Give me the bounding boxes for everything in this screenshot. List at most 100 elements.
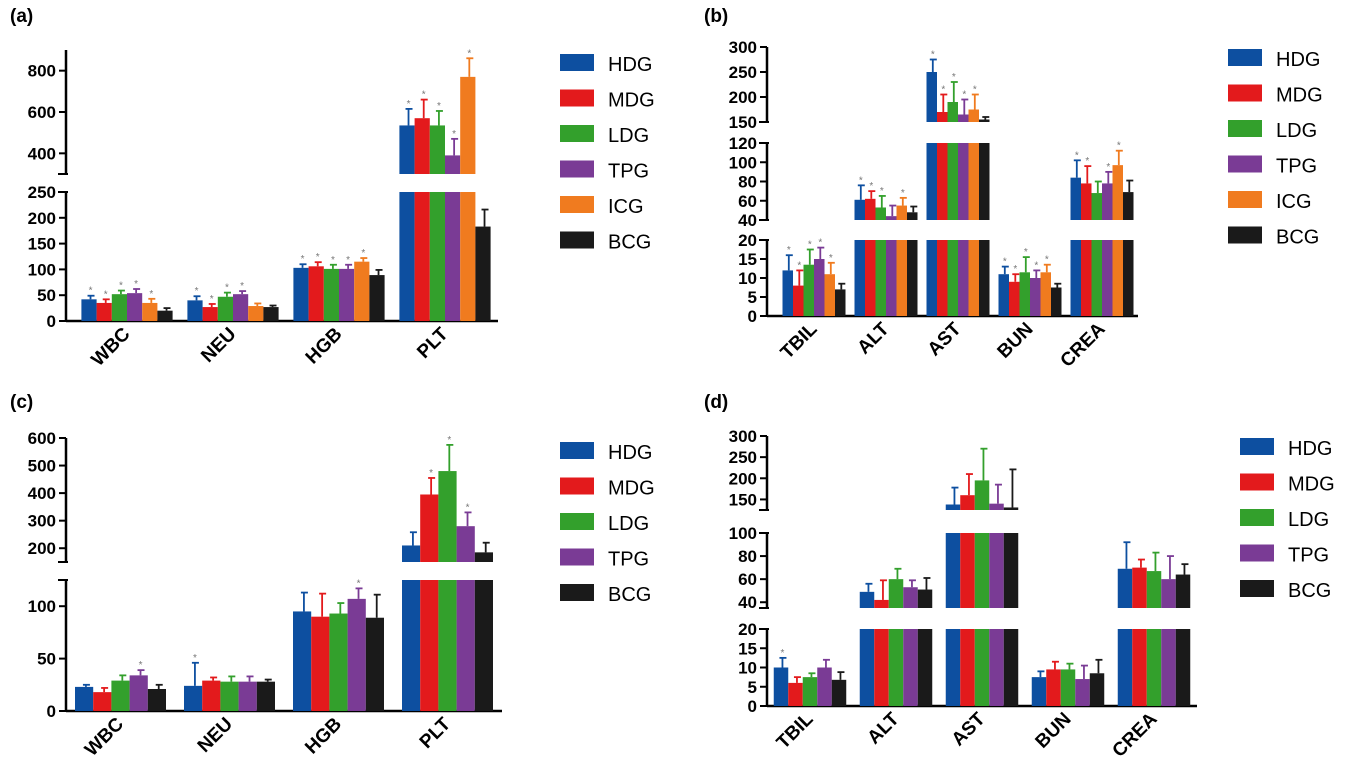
bar-tpg-bun [1030, 278, 1041, 316]
bar-tpg-tbil [817, 667, 832, 706]
bar-bcg-crea [1175, 629, 1191, 706]
bar-hdg-ast [926, 240, 937, 316]
y-tick-label: 15 [738, 250, 757, 269]
x-category-label: HGB [301, 714, 346, 759]
legend-label: MDG [1276, 85, 1323, 107]
panel-label: (b) [704, 6, 728, 27]
significance-star: * [452, 129, 456, 140]
legend-swatch-ldg [1240, 509, 1274, 526]
bar-hdg-alt [859, 591, 875, 608]
y-tick-label: 60 [738, 570, 757, 589]
significance-star: * [104, 289, 108, 300]
bar-tpg-alt [903, 629, 918, 706]
significance-star: * [301, 254, 305, 265]
bar-bcg-alt [917, 629, 933, 706]
legend-swatch-bcg [560, 584, 594, 601]
bar-tpg-alt [886, 216, 897, 220]
significance-star: * [361, 248, 365, 259]
bar-ldg-crea [1146, 629, 1162, 706]
bar-mdg-ast [960, 629, 975, 706]
y-tick-label: 200 [28, 539, 56, 558]
y-tick-label: 150 [28, 235, 56, 254]
y-tick-label: 200 [729, 469, 757, 488]
x-category-label: PLT [416, 713, 456, 753]
bar-mdg-crea [1132, 629, 1147, 706]
panel-a: (a) 0 50 100 150 200 250 400 600 800 * * * * * WBC * * * * N… [10, 6, 655, 371]
bar-ldg-crea [1091, 240, 1102, 316]
x-category-label: ALT [854, 318, 894, 358]
bar-mdg-ast [960, 495, 975, 510]
significance-star: * [447, 435, 451, 446]
bar-hdg-ast [926, 72, 937, 122]
significance-star: * [818, 238, 822, 249]
bar-bcg-crea [1123, 192, 1134, 220]
bar-hdg-tbil [782, 270, 793, 316]
bar-tpg-neu [238, 681, 257, 711]
legend-label: HDG [608, 54, 652, 76]
bar-icg-crea [1112, 165, 1123, 220]
bar-icg-alt [896, 240, 907, 316]
significance-star: * [119, 281, 123, 292]
bar-mdg-alt [865, 240, 876, 316]
bar-tpg-ast [989, 533, 1004, 608]
legend-swatch-hdg [560, 442, 594, 459]
significance-star: * [829, 253, 833, 264]
bar-mdg-neu [202, 307, 218, 321]
legend-swatch-tpg [560, 548, 594, 566]
bar-bcg-crea [1123, 240, 1134, 316]
bar-bcg-alt [917, 589, 933, 608]
bar-hdg-alt [854, 199, 865, 220]
bar-bcg-wbc [157, 310, 173, 321]
bar-mdg-alt [874, 629, 889, 706]
y-tick-label: 250 [28, 183, 56, 202]
bar-tpg-wbc [127, 293, 143, 321]
significance-star: * [139, 660, 143, 671]
bar-hdg-hgb [293, 611, 312, 711]
bar-hdg-ast [945, 533, 961, 608]
bar-mdg-crea [1132, 567, 1147, 608]
legend-swatch-bcg [560, 231, 594, 249]
y-tick-label: 600 [28, 429, 56, 448]
x-category-label: TBIL [773, 708, 818, 753]
y-tick-label: 80 [738, 173, 757, 192]
significance-star: * [429, 468, 433, 479]
bar-bcg-crea [1175, 574, 1191, 608]
legend-label: LDG [608, 125, 649, 147]
significance-star: * [901, 188, 905, 199]
significance-star: * [780, 648, 784, 659]
y-tick-label: 0 [748, 697, 757, 716]
significance-star: * [149, 289, 153, 300]
significance-star: * [859, 175, 863, 186]
significance-star: * [962, 90, 966, 101]
bar-ldg-plt [429, 125, 445, 174]
legend-label: BCG [1288, 580, 1331, 602]
bar-tpg-plt [456, 580, 475, 711]
significance-star: * [952, 72, 956, 83]
bar-hdg-plt [399, 125, 415, 174]
y-tick-label: 5 [748, 678, 757, 697]
y-tick-label: 400 [28, 144, 56, 163]
bar-tpg-ast [958, 143, 969, 220]
bar-bcg-tbil [831, 679, 847, 706]
bar-bcg-plt [474, 580, 493, 711]
bar-bcg-ast [1003, 533, 1019, 608]
legend-swatch-icg [1228, 191, 1262, 208]
bar-hdg-bun [998, 274, 1009, 316]
bar-mdg-plt [414, 118, 430, 174]
bar-tpg-crea [1102, 183, 1113, 220]
y-tick-label: 150 [729, 490, 757, 509]
bar-hdg-hgb [293, 267, 309, 321]
x-category-label: BUN [1032, 709, 1076, 753]
bar-mdg-plt [414, 192, 430, 321]
y-tick-label: 40 [738, 211, 757, 230]
significance-star: * [941, 85, 945, 96]
bar-bcg-bun [1089, 673, 1105, 706]
bar-icg-hgb [354, 261, 370, 321]
legend-label: LDG [1288, 509, 1329, 531]
bar-tpg-bun [1075, 679, 1090, 706]
significance-star: * [931, 50, 935, 61]
bar-icg-alt [896, 205, 907, 220]
legend-label: BCG [608, 584, 651, 606]
